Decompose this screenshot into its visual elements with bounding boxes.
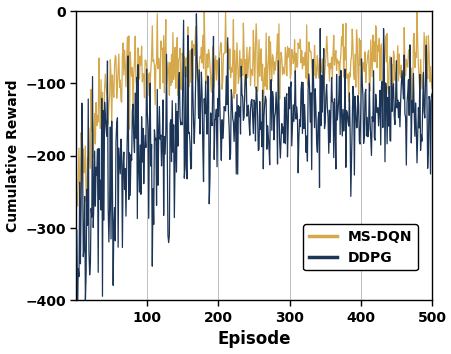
MS-DQN bbox=[244, 45, 249, 50]
Y-axis label: Cumulative Reward: Cumulative Reward bbox=[5, 80, 19, 232]
MS-DQN bbox=[75, 204, 80, 208]
Line: DDPG: DDPG bbox=[77, 14, 431, 301]
Line: MS-DQN: MS-DQN bbox=[77, 11, 431, 206]
DDPG bbox=[421, 116, 427, 120]
DDPG bbox=[244, 114, 249, 118]
X-axis label: Episode: Episode bbox=[217, 330, 290, 348]
MS-DQN bbox=[201, 9, 207, 13]
DDPG bbox=[246, 120, 251, 125]
MS-DQN bbox=[267, 40, 272, 44]
MS-DQN bbox=[286, 50, 292, 54]
DDPG bbox=[75, 298, 80, 303]
DDPG bbox=[428, 92, 434, 96]
DDPG bbox=[286, 107, 292, 111]
DDPG bbox=[74, 228, 79, 232]
MS-DQN bbox=[246, 52, 251, 56]
MS-DQN bbox=[74, 191, 79, 195]
DDPG bbox=[193, 12, 199, 16]
DDPG bbox=[366, 81, 371, 86]
MS-DQN bbox=[428, 86, 434, 90]
DDPG bbox=[267, 98, 272, 102]
Legend: MS-DQN, DDPG: MS-DQN, DDPG bbox=[303, 224, 417, 270]
MS-DQN bbox=[421, 45, 427, 49]
MS-DQN bbox=[366, 81, 371, 86]
